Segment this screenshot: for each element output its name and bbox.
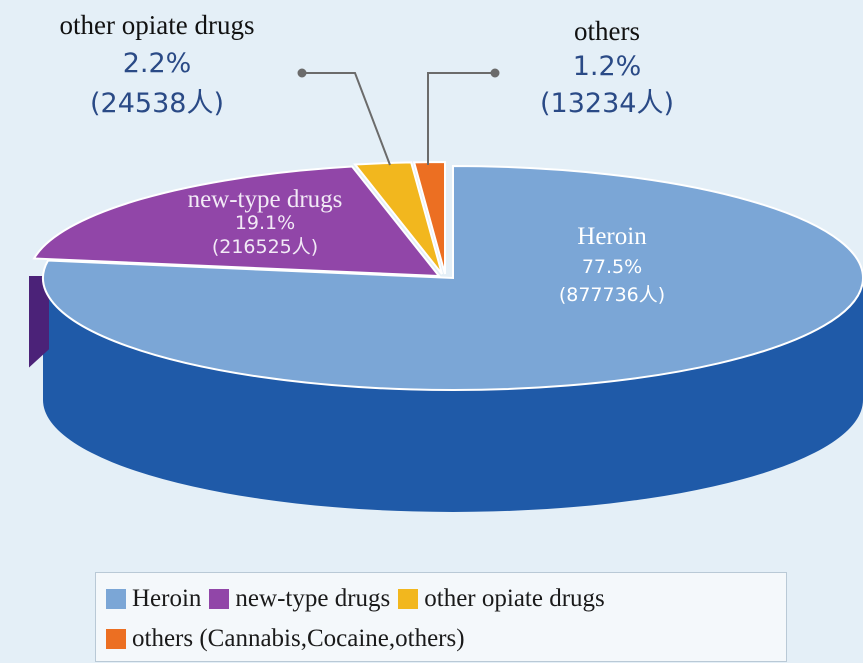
label-new-type-name: new-type drugs — [188, 186, 343, 213]
pie-slice-heroin — [42, 164, 863, 391]
legend-swatch-heroin — [106, 589, 126, 609]
callout-dot-other-opiate — [297, 68, 307, 78]
label-heroin-count: (877736人) — [559, 284, 665, 306]
pie-side-heroin — [43, 278, 863, 512]
label-heroin-percent: 77.5% — [582, 256, 642, 278]
legend-item-others: others (Cannabis,Cocaine,others) — [106, 625, 465, 653]
legend-item-other-opiate: other opiate drugs — [398, 585, 605, 613]
legend-label-new-type: new-type drugs — [235, 585, 391, 612]
legend-swatch-new-type — [209, 589, 230, 609]
pie-slice-other-opiate — [353, 161, 443, 275]
label-others-name: others — [574, 16, 640, 46]
label-new-type-count: (216525人) — [212, 236, 318, 258]
label-other-opiate-count: (24538人) — [90, 88, 224, 119]
legend-label-other-opiate: other opiate drugs — [424, 585, 605, 612]
label-new-type-percent: 19.1% — [235, 212, 295, 234]
label-other-opiate-percent: 2.2% — [123, 48, 192, 79]
legend-label-heroin: Heroin — [132, 585, 202, 612]
callout-lines — [297, 68, 500, 166]
label-heroin-name: Heroin — [577, 223, 647, 250]
legend-item-heroin: Heroin — [106, 585, 201, 613]
legend-label-others: others (Cannabis,Cocaine,others) — [132, 625, 465, 652]
callout-line-others — [427, 72, 495, 165]
legend: Heroin new-type drugs other opiate drugs… — [95, 572, 787, 662]
legend-item-new-type: new-type drugs — [209, 585, 390, 613]
pie-3d — [29, 160, 863, 512]
label-others-percent: 1.2% — [573, 51, 642, 82]
label-others-count: (13234人) — [540, 88, 674, 119]
pie-slice-others — [412, 160, 446, 275]
legend-row-1: Heroin new-type drugs other opiate drugs — [96, 579, 786, 619]
callout-line-other-opiate — [302, 72, 391, 166]
legend-row-2: others (Cannabis,Cocaine,others) — [96, 619, 786, 659]
legend-swatch-other-opiate — [398, 589, 419, 609]
callout-dot-others — [490, 68, 500, 78]
label-other-opiate-name: other opiate drugs — [60, 10, 255, 40]
pie-slice-new-type — [32, 165, 442, 278]
pie-face-new-type — [29, 276, 49, 368]
legend-swatch-others — [106, 629, 126, 649]
